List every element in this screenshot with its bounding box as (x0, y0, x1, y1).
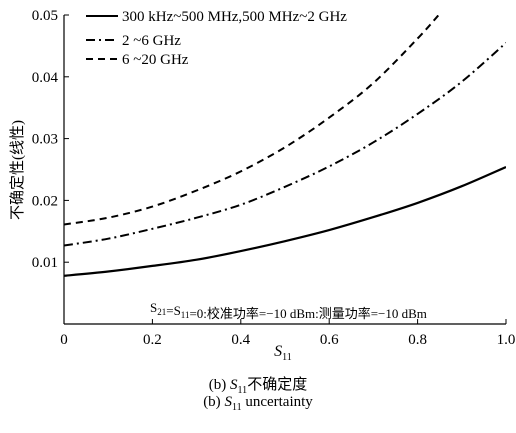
caption-chinese: (b) S11不确定度 (208, 377, 308, 396)
annotation-text: S21=S11=0:校准功率=−10 dBm:测量功率=−10 dBm (150, 300, 427, 321)
series-line-3 (64, 15, 440, 226)
y-axis-label: 不确定性(线性) (9, 120, 26, 220)
x-tick-label: 0.2 (143, 332, 162, 348)
y-tick-label: 0.03 (32, 132, 58, 148)
x-tick-label: 0.8 (408, 332, 427, 348)
series-line-1 (64, 165, 506, 277)
x-tick-label: 1.0 (497, 332, 516, 348)
legend-label-3: 6 ~20 GHz (122, 52, 189, 68)
y-tick-label: 0.04 (32, 70, 59, 86)
caption-english: (b) S11 uncertainty (203, 394, 313, 413)
y-tick-label: 0.01 (32, 255, 58, 271)
legend-label-1: 300 kHz~500 MHz,500 MHz~2 GHz (122, 9, 347, 25)
y-tick-label: 0.02 (32, 193, 58, 209)
series-line-2 (64, 42, 506, 247)
x-axis-label: S11 (274, 343, 292, 363)
legend-label-2: 2 ~6 GHz (122, 33, 181, 49)
x-tick-label: 0 (60, 332, 68, 348)
x-tick-label: 0.4 (231, 332, 250, 348)
y-tick-label: 0.05 (32, 8, 58, 24)
x-tick-label: 0.6 (320, 332, 339, 348)
